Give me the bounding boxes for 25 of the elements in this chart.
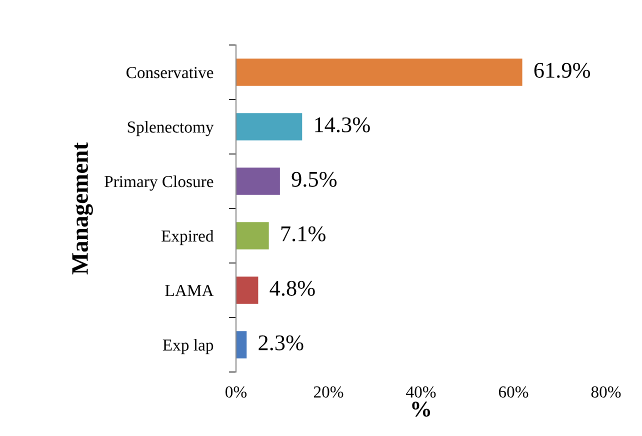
x-tick-label: 40% — [406, 386, 436, 398]
data-label: 2.3% — [258, 335, 304, 350]
y-tick-label: LAMA — [165, 285, 214, 296]
x-axis-title: % — [412, 402, 430, 417]
y-tick-label: Primary Closure — [104, 175, 214, 191]
y-tick-label: Conservative — [126, 66, 214, 78]
x-tick-label: 60% — [498, 386, 528, 398]
bar — [236, 58, 522, 86]
bar — [236, 222, 269, 250]
bar — [236, 276, 258, 304]
bar — [236, 331, 247, 358]
data-label: 61.9% — [534, 62, 590, 78]
y-tick-label: Expired — [162, 230, 214, 246]
bar — [236, 168, 280, 195]
data-label: 4.8% — [270, 280, 315, 296]
x-tick-label: 20% — [314, 386, 344, 398]
data-label: 14.3% — [315, 117, 370, 132]
x-tick-label: 80% — [591, 386, 621, 398]
y-axis-title: Management — [72, 142, 93, 274]
data-label: 7.1% — [281, 226, 326, 242]
y-tick-label: Exp lap — [162, 338, 214, 354]
x-tick-label: 0% — [226, 386, 247, 398]
y-tick-label: Splenectomy — [128, 120, 214, 136]
data-label: 9.5% — [292, 172, 337, 187]
bar — [236, 113, 302, 140]
